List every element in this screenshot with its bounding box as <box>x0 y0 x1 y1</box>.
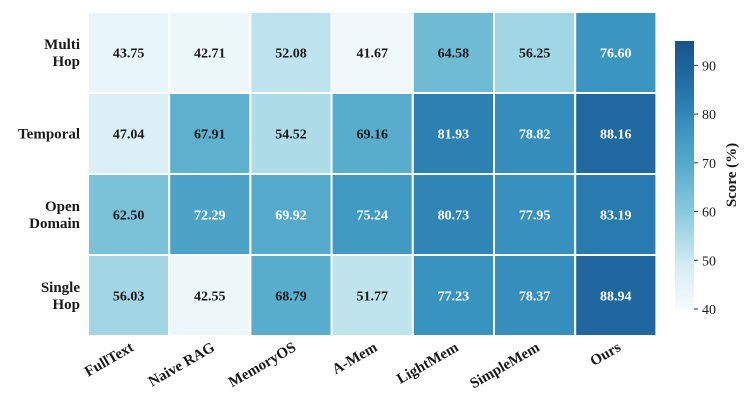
cell-value-label: 78.82 <box>519 128 551 143</box>
heatmap-cell <box>330 173 414 256</box>
cell-value-label: 88.94 <box>600 290 632 305</box>
cell-value-label: 83.19 <box>600 209 632 224</box>
row-label: Temporal <box>18 127 80 143</box>
column-label: FullText <box>82 340 136 381</box>
heatmap-cell <box>574 92 658 175</box>
cell-value-label: 76.60 <box>600 47 632 62</box>
heatmap-cell <box>411 92 495 175</box>
cell-value-label: 47.04 <box>113 128 145 143</box>
heatmap-cell <box>249 92 333 175</box>
cell-value-label: 64.58 <box>438 47 470 62</box>
heatmap-cell <box>87 92 171 175</box>
colorbar-tick-label: 90 <box>702 59 716 74</box>
heatmap-cell <box>168 11 252 94</box>
row-label: Open Domain <box>29 199 80 232</box>
heatmap-cell <box>574 173 658 256</box>
cell-value-label: 80.73 <box>438 209 470 224</box>
heatmap-cells: 43.75 42.71 52.08 41.67 64.58 56.25 76.60 47.04… <box>87 11 658 337</box>
heatmap-cell <box>168 173 252 256</box>
cell-value-label: 54.52 <box>275 128 307 143</box>
cell-value-label: 43.75 <box>113 47 145 62</box>
column-label: Naive RAG <box>146 339 218 390</box>
cell-value-label: 62.50 <box>113 209 145 224</box>
colorbar: 40 50 60 70 80 90 Score (%) <box>675 41 740 318</box>
colorbar-tick-label: 60 <box>702 206 716 221</box>
heatmap-cell <box>574 254 658 337</box>
cell-value-label: 56.25 <box>519 47 551 62</box>
heatmap-cell <box>411 173 495 256</box>
cell-value-label: 56.03 <box>113 290 145 305</box>
colorbar-gradient <box>675 41 694 309</box>
cell-value-label: 68.79 <box>275 290 307 305</box>
row-label: Multi Hop <box>44 37 80 70</box>
column-labels: FullText Naive RAG MemoryOS A-Mem LightMem Si… <box>82 339 624 392</box>
cell-value-label: 78.37 <box>519 290 551 305</box>
colorbar-label: Score (%) <box>724 143 740 207</box>
cell-value-label: 69.16 <box>356 128 388 143</box>
heatmap-cell <box>249 173 333 256</box>
colorbar-tick-label: 70 <box>702 157 716 172</box>
column-label: MemoryOS <box>226 340 299 391</box>
heatmap-cell <box>87 254 171 337</box>
column-label: Ours <box>588 340 624 370</box>
column-label: SimpleMem <box>467 339 543 392</box>
cell-value-label: 77.23 <box>438 290 470 305</box>
cell-value-label: 67.91 <box>194 128 226 143</box>
cell-value-label: 51.77 <box>356 290 388 305</box>
column-label: A-Mem <box>330 339 381 378</box>
heatmap-cell <box>493 173 577 256</box>
cell-value-label: 77.95 <box>519 209 551 224</box>
row-labels: Multi Hop Temporal Open Domain Single Hop <box>18 37 81 313</box>
heatmap-cell <box>330 254 414 337</box>
heatmap-cell <box>493 254 577 337</box>
cell-value-label: 41.67 <box>356 47 388 62</box>
heatmap-cell <box>168 254 252 337</box>
colorbar-tick-label: 50 <box>702 254 716 269</box>
cell-value-label: 42.55 <box>194 290 226 305</box>
cell-value-label: 88.16 <box>600 128 632 143</box>
heatmap-cell <box>493 11 577 94</box>
cell-value-label: 52.08 <box>275 47 307 62</box>
heatmap-cell <box>87 11 171 94</box>
cell-value-label: 81.93 <box>438 128 470 143</box>
cell-value-label: 75.24 <box>356 209 388 224</box>
column-label: LightMem <box>394 339 462 387</box>
cell-value-label: 72.29 <box>194 209 226 224</box>
colorbar-tick-label: 80 <box>702 108 716 123</box>
cell-value-label: 69.92 <box>275 209 307 224</box>
row-label: Single Hop <box>41 280 81 313</box>
cell-value-label: 42.71 <box>194 47 226 62</box>
colorbar-tick-label: 40 <box>702 303 716 318</box>
